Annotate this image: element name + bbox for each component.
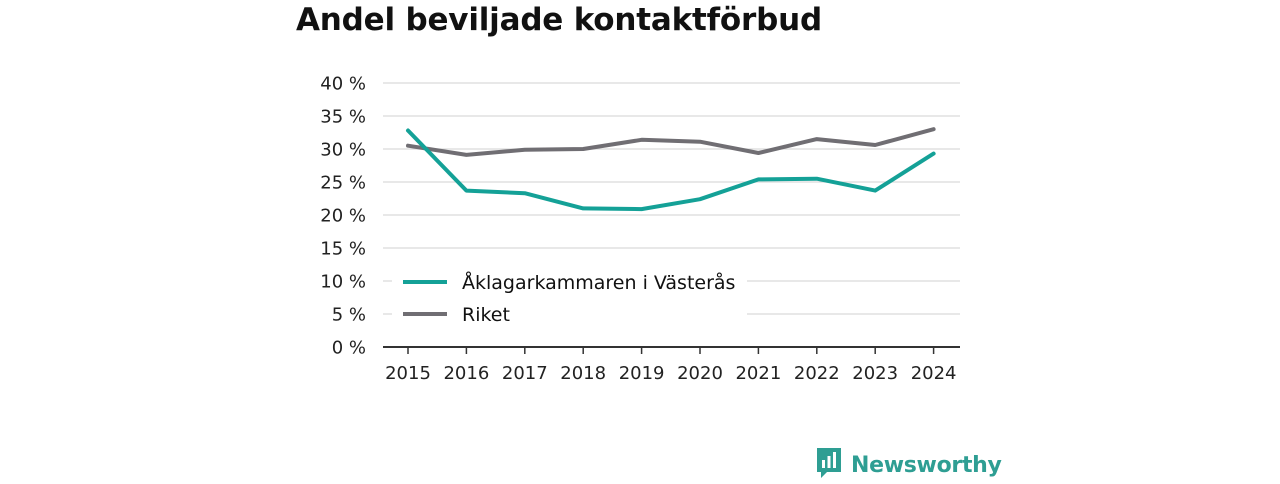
- brand-name: Newsworthy: [851, 452, 1002, 478]
- y-tick-label: 25 %: [320, 173, 366, 194]
- x-tick-label: 2019: [619, 363, 665, 384]
- legend: Åklagarkammaren i Västerås Riket: [392, 266, 747, 328]
- series-line: [406, 128, 936, 212]
- legend-label: Åklagarkammaren i Västerås: [462, 271, 735, 294]
- y-tick-label: 0 %: [332, 338, 366, 359]
- legend-label: Riket: [462, 304, 510, 326]
- legend-background: [392, 266, 747, 328]
- chart-title: Andel beviljade kontaktförbud: [296, 2, 822, 38]
- y-tick-label: 20 %: [320, 206, 366, 227]
- series-lines: [406, 127, 936, 212]
- y-tick-label: 40 %: [320, 74, 366, 95]
- newsworthy-logo: Newsworthy: [815, 446, 1002, 484]
- x-tick-label: 2015: [385, 363, 431, 384]
- series-line: [406, 127, 936, 157]
- x-tick-label: 2022: [794, 363, 840, 384]
- x-axis: 2015 2016 2017 2018 2019 2020 2021 2022 2023 2024: [383, 346, 960, 384]
- x-tick-label: 2017: [502, 363, 548, 384]
- x-tick-label: 2018: [560, 363, 606, 384]
- x-tick-label: 2021: [735, 363, 781, 384]
- x-tick-label: 2020: [677, 363, 723, 384]
- y-tick-label: 15 %: [320, 239, 366, 260]
- y-axis: 0 % 5 % 10 % 15 % 20 % 25 % 30 % 35 % 40 %: [320, 74, 366, 359]
- x-tick-label: 2024: [911, 363, 957, 384]
- x-tick-label: 2016: [443, 363, 489, 384]
- y-tick-label: 30 %: [320, 140, 366, 161]
- y-tick-label: 5 %: [332, 305, 366, 326]
- y-tick-label: 10 %: [320, 272, 366, 293]
- x-tick-label: 2023: [852, 363, 898, 384]
- y-tick-label: 35 %: [320, 107, 366, 128]
- bar-chart-bubble-icon: [815, 446, 843, 484]
